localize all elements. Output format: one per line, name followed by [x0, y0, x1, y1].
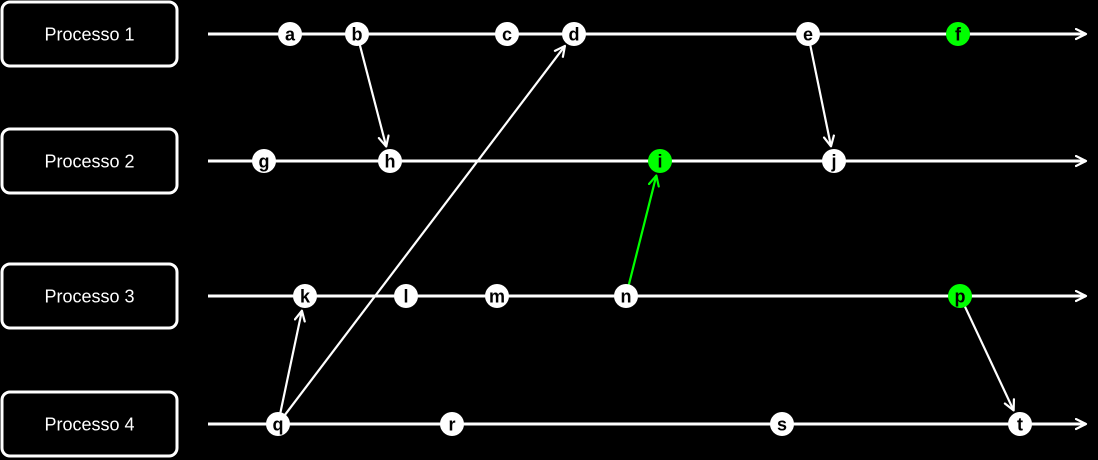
- event-h: h: [378, 149, 402, 173]
- event-label: d: [569, 25, 580, 45]
- message-n-i: [627, 176, 656, 287]
- event-label: a: [285, 25, 296, 45]
- event-l: l: [394, 284, 418, 308]
- event-a: a: [278, 22, 302, 46]
- event-n: n: [614, 284, 638, 308]
- event-c: c: [495, 22, 519, 46]
- event-label: m: [489, 287, 505, 307]
- process-label: Processo 1: [44, 25, 134, 45]
- event-t: t: [1008, 412, 1032, 436]
- event-label: e: [803, 25, 813, 45]
- event-label: h: [385, 152, 396, 172]
- process-label: Processo 4: [44, 415, 134, 435]
- event-node: [278, 22, 302, 46]
- process-box: [0, 390, 179, 458]
- message-q-k: [278, 311, 302, 415]
- event-m: m: [485, 284, 509, 308]
- message-p-t: [963, 304, 1013, 410]
- event-label: p: [955, 287, 966, 307]
- event-label: c: [502, 25, 512, 45]
- event-label: l: [403, 287, 408, 307]
- event-p: p: [948, 284, 972, 308]
- event-label: n: [621, 287, 632, 307]
- event-e: e: [796, 22, 820, 46]
- event-q: q: [266, 412, 290, 436]
- event-k: k: [293, 284, 317, 308]
- event-label: r: [448, 415, 455, 435]
- event-label: t: [1017, 415, 1023, 435]
- event-node: [252, 149, 276, 173]
- event-label: b: [352, 25, 363, 45]
- event-i: i: [648, 149, 672, 173]
- event-node: [946, 22, 970, 46]
- event-node: [796, 22, 820, 46]
- event-j: j: [822, 149, 846, 173]
- process-label: Processo 3: [44, 287, 134, 307]
- event-label: i: [657, 152, 662, 172]
- event-node: [345, 22, 369, 46]
- event-label: j: [830, 152, 836, 172]
- event-node: [394, 284, 418, 308]
- event-node: [948, 284, 972, 308]
- event-node: [378, 149, 402, 173]
- event-f: f: [946, 22, 970, 46]
- event-label: f: [955, 25, 962, 45]
- process-box: [0, 127, 179, 195]
- process-p2: Processo 2: [0, 127, 179, 195]
- message-q-d: [283, 46, 565, 417]
- event-d: d: [562, 22, 586, 46]
- event-label: g: [259, 152, 270, 172]
- event-node: [495, 22, 519, 46]
- event-s: s: [770, 412, 794, 436]
- process-box: [0, 0, 179, 68]
- event-node: [770, 412, 794, 436]
- event-node: [1008, 412, 1032, 436]
- event-node: [614, 284, 638, 308]
- event-g: g: [252, 149, 276, 173]
- message-e-j: [808, 43, 831, 147]
- message-b-h: [358, 43, 387, 147]
- event-node: [440, 412, 464, 436]
- process-p3: Processo 3: [0, 262, 179, 330]
- event-node: [648, 149, 672, 173]
- process-p1: Processo 1: [0, 0, 179, 68]
- event-r: r: [440, 412, 464, 436]
- process-label: Processo 2: [44, 152, 134, 172]
- event-node: [822, 149, 846, 173]
- event-node: [562, 22, 586, 46]
- event-node: [293, 284, 317, 308]
- event-node: [485, 284, 509, 308]
- event-label: k: [300, 287, 311, 307]
- event-label: s: [777, 415, 787, 435]
- event-node: [266, 412, 290, 436]
- process-p4: Processo 4: [0, 390, 179, 458]
- process-box: [0, 262, 179, 330]
- event-label: q: [273, 415, 284, 435]
- event-b: b: [345, 22, 369, 46]
